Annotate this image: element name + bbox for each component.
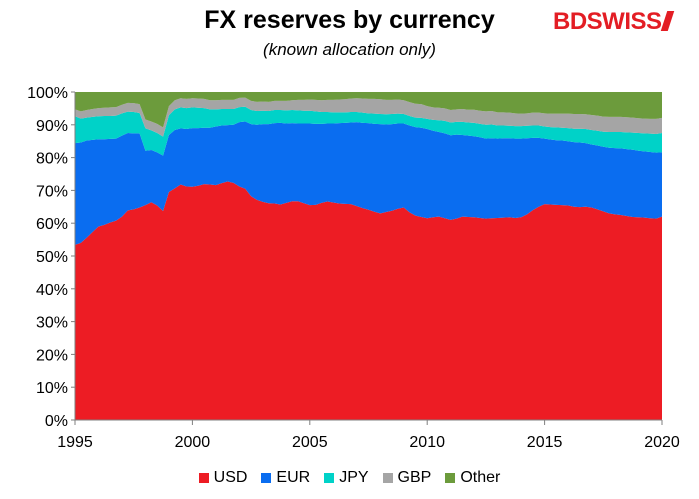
area-series-usd: [75, 181, 662, 420]
brand-logo: BDSWISS: [553, 8, 674, 36]
y-tick-label: 10%: [36, 380, 68, 397]
chart-subtitle: (known allocation only): [263, 40, 436, 59]
x-tick-label: 2000: [175, 434, 211, 451]
x-tick-label: 2005: [292, 434, 328, 451]
legend-swatch: [261, 473, 272, 483]
y-tick-label: 60%: [36, 216, 68, 233]
area-series-gbp: [75, 97, 662, 137]
legend-item-jpy: JPY: [324, 469, 369, 487]
legend-swatch: [445, 473, 456, 483]
y-tick-label: 80%: [36, 151, 68, 168]
legend-swatch: [324, 473, 335, 483]
y-tick-label: 30%: [36, 315, 68, 332]
tick-labels: 0% 10% 20% 30% 40% 50% 60% 70% 80% 90% 100% 1995 200…: [27, 85, 680, 451]
x-tick-label: 2015: [527, 434, 563, 451]
area-layers: [75, 92, 662, 420]
axes: [71, 91, 663, 425]
legend-label: EUR: [276, 469, 311, 486]
legend-item-usd: USD: [198, 469, 248, 487]
legend-item-eur: EUR: [261, 469, 310, 487]
y-tick-label: 40%: [36, 282, 68, 299]
legend-label: USD: [213, 469, 248, 486]
y-tick-label: 100%: [27, 85, 68, 102]
legend-item-gbp: GBP: [382, 469, 432, 487]
y-tick-label: 0%: [45, 413, 68, 430]
y-tick-label: 90%: [36, 118, 68, 135]
area-series-eur: [75, 121, 662, 245]
legend-label: GBP: [397, 469, 432, 486]
area-series-jpy: [75, 106, 662, 156]
y-tick-label: 70%: [36, 183, 68, 200]
x-tick-label: 1995: [57, 434, 93, 451]
y-tick-label: 50%: [36, 249, 68, 266]
legend-item-other: Other: [445, 469, 500, 487]
area-series-other: [75, 92, 662, 128]
brand-logo-text: BDSWISS: [553, 8, 662, 35]
x-tick-label: 2010: [409, 434, 445, 451]
legend-swatch: [382, 473, 393, 483]
legend: USD EUR JPY GBP Other: [0, 469, 699, 487]
chart-title: FX reserves by currency: [204, 6, 495, 34]
x-tick-label: 2020: [644, 434, 680, 451]
legend-swatch: [198, 473, 209, 483]
legend-label: Other: [460, 469, 501, 486]
y-tick-label: 20%: [36, 347, 68, 364]
legend-label: JPY: [339, 469, 369, 486]
